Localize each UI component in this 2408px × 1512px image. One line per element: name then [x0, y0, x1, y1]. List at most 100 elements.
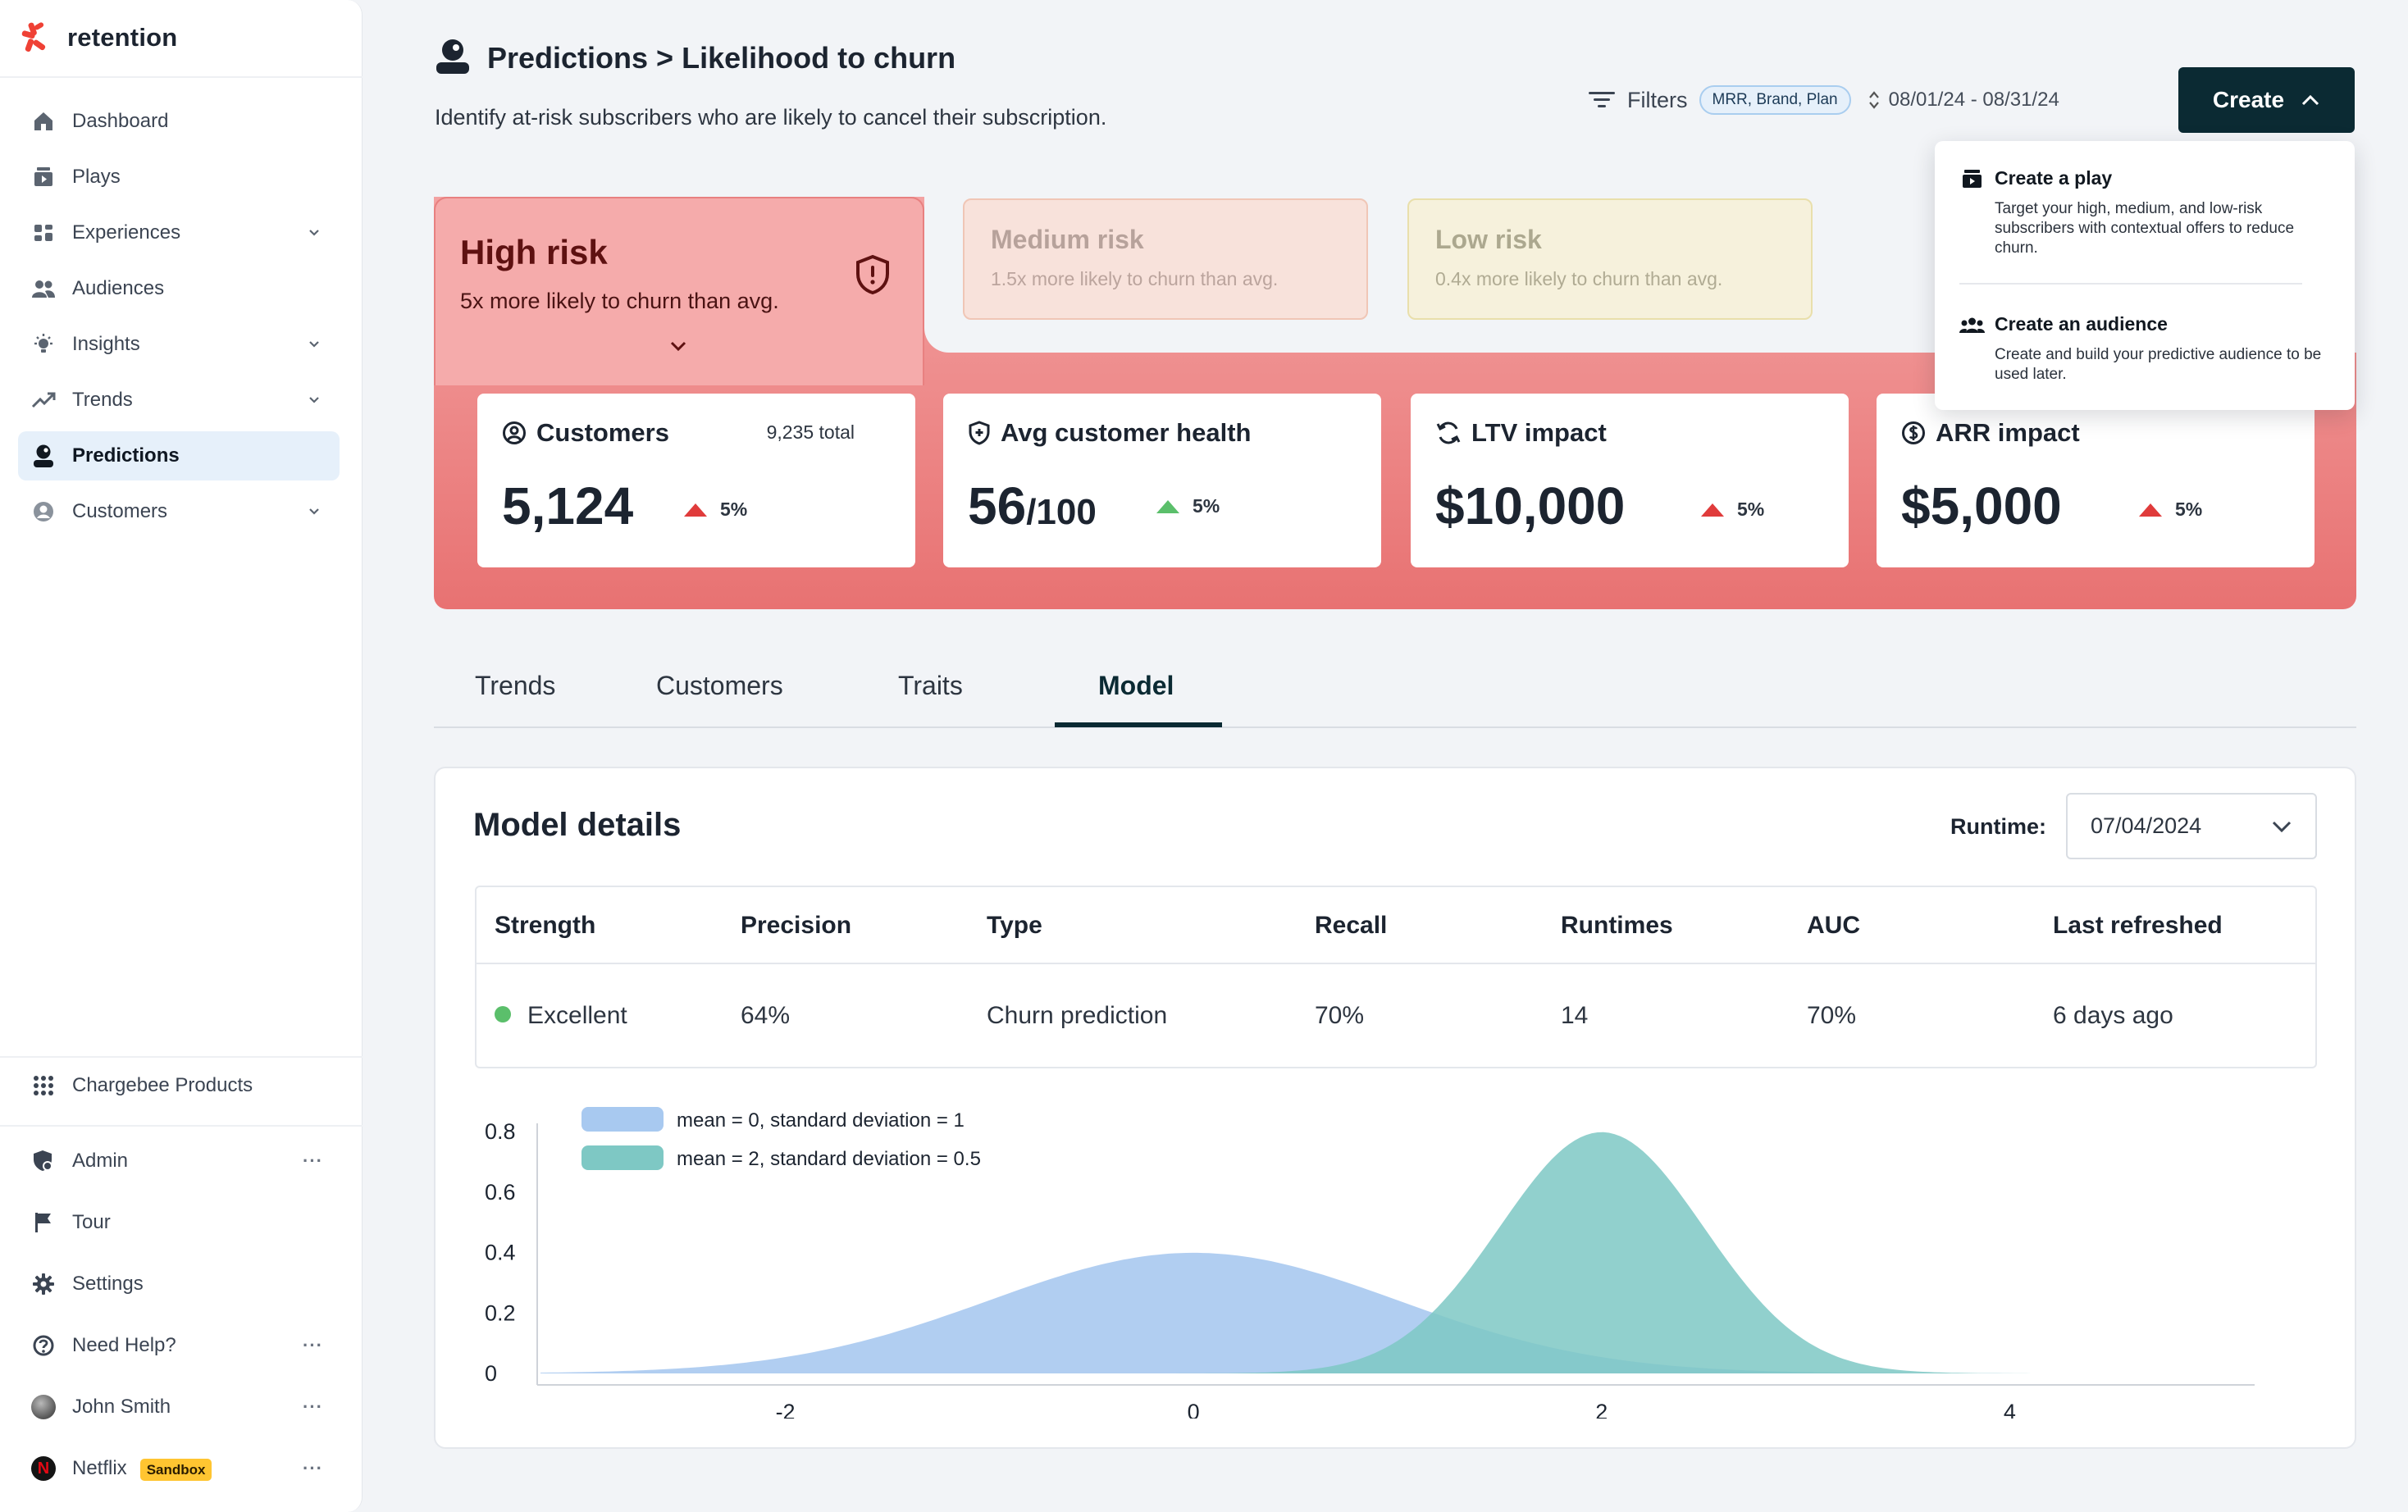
- page-subtitle: Identify at-risk subscribers who are lik…: [435, 105, 1107, 130]
- metric-delta-value: 5%: [720, 499, 748, 520]
- tab-traits[interactable]: Traits: [898, 671, 963, 700]
- column-header: Runtimes: [1561, 912, 1673, 939]
- runtime-select[interactable]: 07/04/2024: [2066, 793, 2317, 859]
- chevron-down-icon[interactable]: [305, 503, 323, 521]
- sidebar-item-label: Plays: [72, 166, 121, 188]
- chevron-down-icon[interactable]: [668, 339, 688, 357]
- legend-swatch: [581, 1107, 664, 1132]
- delta-arrow-shape: [684, 503, 707, 517]
- sidebar-item-settings[interactable]: Settings: [18, 1259, 340, 1309]
- experiences-icon: [30, 219, 57, 247]
- tab-trends[interactable]: Trends: [475, 671, 556, 700]
- metric-value-number: 56: [968, 476, 1027, 535]
- chevron-down-icon: [2272, 821, 2292, 832]
- sidebar-nav: Dashboard Plays Experiences Audiences Insigh…: [18, 97, 340, 543]
- filter-chip[interactable]: MRR, Brand, Plan: [1699, 85, 1851, 115]
- create-label: Create: [2212, 87, 2285, 112]
- metric-card-arr-impact: ARR impact $5,000 5%: [1877, 394, 2315, 567]
- home-icon: [30, 107, 57, 135]
- filters-button[interactable]: Filters: [1627, 87, 1688, 112]
- divider: [1959, 283, 2302, 285]
- predictions-icon: [30, 442, 57, 470]
- play-box-icon: [1963, 169, 1982, 188]
- more-options-icon[interactable]: ···: [303, 1335, 323, 1355]
- chevron-up-icon: [2302, 94, 2319, 106]
- legend-swatch: [581, 1145, 664, 1170]
- avatar-wrap: [30, 1393, 57, 1421]
- tab-customers[interactable]: Customers: [656, 671, 783, 700]
- model-details-table: Strength Precision Type Recall Runtimes …: [475, 886, 2317, 1068]
- y-tick-label: 0.2: [485, 1300, 516, 1325]
- high-risk-tab[interactable]: [434, 197, 924, 385]
- column-header: AUC: [1807, 912, 1860, 939]
- sidebar-item-label: Need Help?: [72, 1334, 303, 1357]
- sidebar-item-label: Admin: [72, 1150, 303, 1173]
- sidebar: retention Dashboard Plays Experiences Audie…: [0, 0, 363, 1512]
- shield-alert-icon: [855, 254, 891, 299]
- sidebar-item-audiences[interactable]: Audiences: [18, 264, 340, 313]
- sidebar-item-label: Chargebee Products: [72, 1074, 253, 1096]
- trend-icon: [30, 386, 57, 414]
- netflix-logo: N: [31, 1456, 56, 1481]
- column-header: Type: [987, 912, 1042, 939]
- divider: [0, 1125, 363, 1127]
- strength-cell: Excellent: [495, 1002, 627, 1030]
- customer-icon: [30, 498, 57, 526]
- sidebar-item-tour[interactable]: Tour: [18, 1198, 340, 1247]
- arrow-up-icon: [2139, 503, 2162, 517]
- sidebar-item-label: Insights: [72, 333, 140, 355]
- runtime-value: 07/04/2024: [2091, 813, 2202, 838]
- sidebar-item-label: Experiences: [72, 221, 181, 244]
- products-section: Chargebee Products: [18, 1061, 340, 1123]
- metric-delta-value: 5%: [1737, 499, 1765, 520]
- delta-arrow-shape: [1156, 499, 1179, 513]
- metric-total: 9,235 total: [766, 421, 855, 443]
- help-icon: [30, 1332, 57, 1359]
- create-audience-menu-item[interactable]: Create an audience Create and build your…: [1959, 313, 2330, 385]
- more-options-icon[interactable]: ···: [303, 1150, 323, 1171]
- metric-card-avg-customer-health: Avg customer health 56/100 5%: [943, 394, 1381, 567]
- sidebar-item-label: Customers: [72, 500, 168, 522]
- sidebar-item-dashboard[interactable]: Dashboard: [18, 97, 340, 146]
- sidebar-item-john-smith[interactable]: John Smith ···: [18, 1382, 340, 1432]
- sidebar-item-customers[interactable]: Customers: [18, 487, 340, 536]
- date-range-picker[interactable]: 08/01/24 - 08/31/24: [1868, 89, 2059, 112]
- medium-risk-tab[interactable]: Medium risk 1.5x more likely to churn th…: [963, 198, 1368, 320]
- plays-icon: [30, 163, 57, 191]
- chevron-down-icon[interactable]: [305, 335, 323, 353]
- high-risk-title: High risk: [460, 233, 608, 271]
- chevron-down-icon[interactable]: [305, 224, 323, 242]
- more-options-icon[interactable]: ···: [303, 1458, 323, 1478]
- create-play-menu-item[interactable]: Create a play Target your high, medium, …: [1959, 167, 2330, 258]
- x-tick-label: 4: [2004, 1400, 2016, 1419]
- sidebar-item-admin[interactable]: Admin ···: [18, 1136, 340, 1186]
- brand[interactable]: retention: [18, 20, 177, 56]
- more-options-icon[interactable]: ···: [303, 1396, 323, 1417]
- sidebar-item-plays[interactable]: Plays: [18, 153, 340, 202]
- avatar: [31, 1395, 56, 1419]
- sidebar-item-netflix[interactable]: N Netflix Sandbox ···: [18, 1444, 340, 1493]
- model-details-title: Model details: [473, 807, 682, 843]
- sidebar-item-label: Settings: [72, 1273, 323, 1296]
- sidebar-item-predictions[interactable]: Predictions: [18, 431, 340, 480]
- filter-icon[interactable]: [1588, 89, 1616, 111]
- sidebar-item-chargebee-products[interactable]: Chargebee Products: [18, 1061, 340, 1110]
- chevron-down-icon[interactable]: [305, 391, 323, 409]
- filters-bar: Filters MRR, Brand, Plan 08/01/24 - 08/3…: [1588, 82, 2059, 118]
- runtime-label: Runtime:: [1950, 814, 2046, 839]
- table-cell: Churn prediction: [987, 1002, 1168, 1029]
- metric-value-number: $5,000: [1901, 476, 2062, 535]
- sidebar-item-trends[interactable]: Trends: [18, 376, 340, 425]
- sidebar-item-experiences[interactable]: Experiences: [18, 208, 340, 257]
- column-header: Last refreshed: [2053, 912, 2223, 939]
- tab-model[interactable]: Model: [1098, 671, 1174, 700]
- column-header: Strength: [495, 912, 596, 939]
- low-risk-tab[interactable]: Low risk 0.4x more likely to churn than …: [1407, 198, 1813, 320]
- sidebar-item-label: Trends: [72, 389, 133, 411]
- arrow-up-icon: [1156, 499, 1179, 513]
- sidebar-item-need-help[interactable]: Need Help? ···: [18, 1321, 340, 1370]
- x-tick-label: 0: [1188, 1400, 1200, 1419]
- sidebar-item-insights[interactable]: Insights: [18, 320, 340, 369]
- sidebar-item-text: Need Help?: [72, 1334, 176, 1356]
- create-button[interactable]: Create: [2178, 67, 2355, 133]
